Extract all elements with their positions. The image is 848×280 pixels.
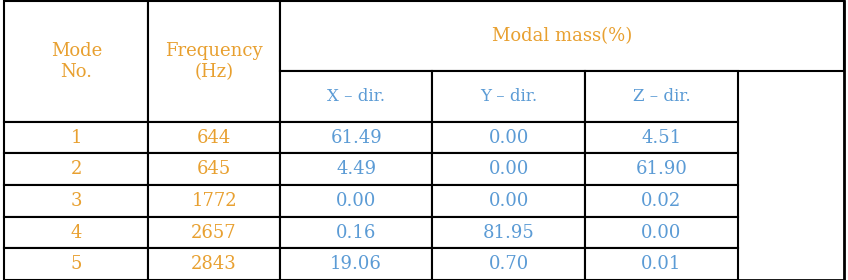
Text: Z – dir.: Z – dir. bbox=[633, 88, 690, 105]
Bar bbox=[280, 122, 432, 153]
Text: 61.90: 61.90 bbox=[635, 160, 688, 178]
Text: 4.49: 4.49 bbox=[336, 160, 377, 178]
Text: 1: 1 bbox=[70, 129, 82, 147]
Text: 2657: 2657 bbox=[192, 223, 237, 242]
Bar bbox=[280, 185, 432, 217]
Bar bbox=[585, 153, 738, 185]
Text: 0.00: 0.00 bbox=[488, 129, 529, 147]
Bar bbox=[585, 248, 738, 280]
Text: 2843: 2843 bbox=[192, 255, 237, 273]
Bar bbox=[148, 185, 280, 217]
Text: 4.51: 4.51 bbox=[641, 129, 682, 147]
Text: 0.01: 0.01 bbox=[641, 255, 682, 273]
Bar bbox=[280, 153, 432, 185]
Bar bbox=[585, 185, 738, 217]
Text: 3: 3 bbox=[70, 192, 82, 210]
Bar bbox=[148, 248, 280, 280]
Bar bbox=[4, 122, 148, 153]
Bar bbox=[4, 248, 148, 280]
Text: Frequency
(Hz): Frequency (Hz) bbox=[165, 42, 263, 81]
Bar bbox=[4, 185, 148, 217]
Bar bbox=[585, 217, 738, 248]
Bar bbox=[432, 185, 585, 217]
Text: 81.95: 81.95 bbox=[483, 223, 535, 242]
Bar bbox=[280, 1, 844, 71]
Bar bbox=[148, 122, 280, 153]
Bar bbox=[585, 122, 738, 153]
Text: Y – dir.: Y – dir. bbox=[480, 88, 538, 105]
Bar bbox=[585, 71, 738, 122]
Bar bbox=[148, 217, 280, 248]
Text: Modal mass(%): Modal mass(%) bbox=[492, 27, 632, 45]
Bar bbox=[148, 1, 280, 122]
Text: 1772: 1772 bbox=[192, 192, 237, 210]
Bar bbox=[4, 153, 148, 185]
Text: 0.16: 0.16 bbox=[336, 223, 377, 242]
Bar bbox=[4, 217, 148, 248]
Text: 4: 4 bbox=[70, 223, 82, 242]
Text: 0.02: 0.02 bbox=[641, 192, 682, 210]
Bar bbox=[148, 153, 280, 185]
Bar bbox=[432, 71, 585, 122]
Bar bbox=[280, 248, 432, 280]
Bar bbox=[280, 217, 432, 248]
Text: 0.00: 0.00 bbox=[336, 192, 377, 210]
Text: 644: 644 bbox=[197, 129, 232, 147]
Text: 0.00: 0.00 bbox=[488, 160, 529, 178]
Text: 0.00: 0.00 bbox=[488, 192, 529, 210]
Bar bbox=[432, 217, 585, 248]
Bar bbox=[280, 71, 432, 122]
Bar bbox=[432, 153, 585, 185]
Text: Mode
No.: Mode No. bbox=[51, 42, 102, 81]
Text: 5: 5 bbox=[70, 255, 82, 273]
Bar bbox=[432, 248, 585, 280]
Bar bbox=[432, 122, 585, 153]
Text: X – dir.: X – dir. bbox=[327, 88, 385, 105]
Text: 2: 2 bbox=[70, 160, 82, 178]
Text: 0.00: 0.00 bbox=[641, 223, 682, 242]
Text: 645: 645 bbox=[197, 160, 232, 178]
Text: 19.06: 19.06 bbox=[330, 255, 382, 273]
Text: 0.70: 0.70 bbox=[488, 255, 529, 273]
Text: 61.49: 61.49 bbox=[330, 129, 382, 147]
Bar bbox=[4, 1, 148, 122]
